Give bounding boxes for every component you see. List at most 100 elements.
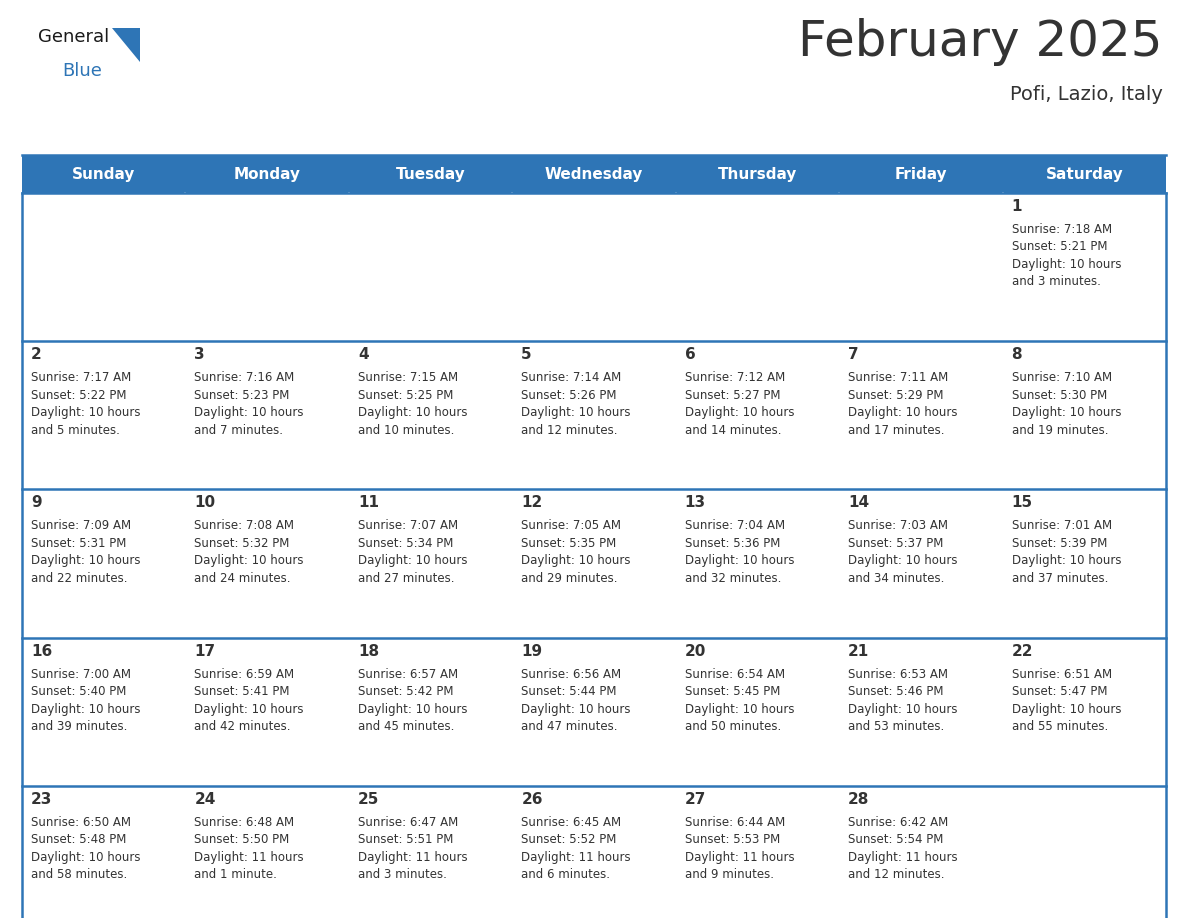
- Text: and 14 minutes.: and 14 minutes.: [684, 424, 782, 437]
- Bar: [676, 786, 839, 918]
- Text: Sunrise: 6:59 AM: Sunrise: 6:59 AM: [195, 667, 295, 680]
- Text: Daylight: 10 hours: Daylight: 10 hours: [195, 406, 304, 420]
- Text: Sunset: 5:34 PM: Sunset: 5:34 PM: [358, 537, 454, 550]
- Text: 3: 3: [195, 347, 206, 363]
- Text: Sunset: 5:53 PM: Sunset: 5:53 PM: [684, 834, 781, 846]
- Text: Sunrise: 7:17 AM: Sunrise: 7:17 AM: [31, 371, 131, 385]
- Text: and 17 minutes.: and 17 minutes.: [848, 424, 944, 437]
- Text: Sunset: 5:36 PM: Sunset: 5:36 PM: [684, 537, 781, 550]
- Text: 15: 15: [1011, 496, 1032, 510]
- Text: and 3 minutes.: and 3 minutes.: [358, 868, 447, 881]
- Text: Sunset: 5:50 PM: Sunset: 5:50 PM: [195, 834, 290, 846]
- Text: Sunrise: 7:05 AM: Sunrise: 7:05 AM: [522, 520, 621, 532]
- Text: Sunrise: 7:04 AM: Sunrise: 7:04 AM: [684, 520, 785, 532]
- Text: Sunset: 5:26 PM: Sunset: 5:26 PM: [522, 388, 617, 402]
- Text: Sunrise: 6:50 AM: Sunrise: 6:50 AM: [31, 816, 131, 829]
- Text: Sunset: 5:37 PM: Sunset: 5:37 PM: [848, 537, 943, 550]
- Text: Sunrise: 7:03 AM: Sunrise: 7:03 AM: [848, 520, 948, 532]
- Text: Daylight: 10 hours: Daylight: 10 hours: [1011, 702, 1121, 716]
- Text: 14: 14: [848, 496, 870, 510]
- Text: 7: 7: [848, 347, 859, 363]
- Text: and 12 minutes.: and 12 minutes.: [522, 424, 618, 437]
- Text: 5: 5: [522, 347, 532, 363]
- Bar: [185, 786, 349, 918]
- Bar: [839, 193, 1003, 341]
- Text: and 5 minutes.: and 5 minutes.: [31, 424, 120, 437]
- Text: Friday: Friday: [895, 166, 947, 182]
- Text: Sunset: 5:32 PM: Sunset: 5:32 PM: [195, 537, 290, 550]
- Text: 6: 6: [684, 347, 695, 363]
- Text: Daylight: 11 hours: Daylight: 11 hours: [848, 851, 958, 864]
- Text: Daylight: 11 hours: Daylight: 11 hours: [358, 851, 468, 864]
- Text: Daylight: 10 hours: Daylight: 10 hours: [358, 702, 467, 716]
- Text: Sunrise: 6:54 AM: Sunrise: 6:54 AM: [684, 667, 785, 680]
- Text: Sunset: 5:48 PM: Sunset: 5:48 PM: [31, 834, 126, 846]
- Text: and 37 minutes.: and 37 minutes.: [1011, 572, 1108, 585]
- Text: Daylight: 10 hours: Daylight: 10 hours: [848, 406, 958, 420]
- Text: and 7 minutes.: and 7 minutes.: [195, 424, 284, 437]
- Text: Daylight: 10 hours: Daylight: 10 hours: [31, 851, 140, 864]
- Bar: [349, 341, 512, 489]
- Text: and 53 minutes.: and 53 minutes.: [848, 720, 944, 733]
- Text: Daylight: 10 hours: Daylight: 10 hours: [848, 702, 958, 716]
- Text: Sunset: 5:27 PM: Sunset: 5:27 PM: [684, 388, 781, 402]
- Text: Daylight: 10 hours: Daylight: 10 hours: [684, 554, 795, 567]
- Text: and 39 minutes.: and 39 minutes.: [31, 720, 127, 733]
- Bar: [349, 489, 512, 638]
- Bar: [512, 155, 676, 193]
- Polygon shape: [112, 28, 140, 62]
- Bar: [676, 155, 839, 193]
- Bar: [349, 155, 512, 193]
- Bar: [512, 489, 676, 638]
- Text: Sunset: 5:39 PM: Sunset: 5:39 PM: [1011, 537, 1107, 550]
- Text: 28: 28: [848, 792, 870, 807]
- Text: Sunrise: 6:45 AM: Sunrise: 6:45 AM: [522, 816, 621, 829]
- Text: Sunset: 5:52 PM: Sunset: 5:52 PM: [522, 834, 617, 846]
- Text: Daylight: 10 hours: Daylight: 10 hours: [522, 702, 631, 716]
- Bar: [839, 638, 1003, 786]
- Text: Sunrise: 6:44 AM: Sunrise: 6:44 AM: [684, 816, 785, 829]
- Text: Daylight: 10 hours: Daylight: 10 hours: [31, 554, 140, 567]
- Text: Thursday: Thursday: [718, 166, 797, 182]
- Bar: [23, 786, 185, 918]
- Text: 4: 4: [358, 347, 368, 363]
- Bar: [23, 489, 185, 638]
- Text: 16: 16: [31, 644, 52, 658]
- Text: and 47 minutes.: and 47 minutes.: [522, 720, 618, 733]
- Text: 19: 19: [522, 644, 543, 658]
- Text: Daylight: 10 hours: Daylight: 10 hours: [684, 406, 795, 420]
- Bar: [349, 193, 512, 341]
- Text: Sunrise: 7:00 AM: Sunrise: 7:00 AM: [31, 667, 131, 680]
- Text: 10: 10: [195, 496, 215, 510]
- Text: 23: 23: [31, 792, 52, 807]
- Text: Sunday: Sunday: [72, 166, 135, 182]
- Text: 26: 26: [522, 792, 543, 807]
- Text: Sunrise: 7:15 AM: Sunrise: 7:15 AM: [358, 371, 459, 385]
- Text: Daylight: 10 hours: Daylight: 10 hours: [684, 702, 795, 716]
- Bar: [185, 193, 349, 341]
- Text: Daylight: 10 hours: Daylight: 10 hours: [522, 406, 631, 420]
- Text: Daylight: 10 hours: Daylight: 10 hours: [31, 702, 140, 716]
- Text: 21: 21: [848, 644, 870, 658]
- Text: Monday: Monday: [234, 166, 301, 182]
- Text: 13: 13: [684, 496, 706, 510]
- Bar: [1003, 155, 1165, 193]
- Text: and 3 minutes.: and 3 minutes.: [1011, 275, 1100, 288]
- Bar: [185, 638, 349, 786]
- Text: Sunset: 5:41 PM: Sunset: 5:41 PM: [195, 685, 290, 698]
- Bar: [1003, 489, 1165, 638]
- Text: Sunrise: 7:14 AM: Sunrise: 7:14 AM: [522, 371, 621, 385]
- Text: 2: 2: [31, 347, 42, 363]
- Text: and 45 minutes.: and 45 minutes.: [358, 720, 454, 733]
- Text: 22: 22: [1011, 644, 1034, 658]
- Text: Sunset: 5:23 PM: Sunset: 5:23 PM: [195, 388, 290, 402]
- Text: Daylight: 10 hours: Daylight: 10 hours: [358, 406, 467, 420]
- Text: and 6 minutes.: and 6 minutes.: [522, 868, 611, 881]
- Text: 17: 17: [195, 644, 215, 658]
- Bar: [1003, 341, 1165, 489]
- Text: Tuesday: Tuesday: [396, 166, 466, 182]
- Text: Sunrise: 6:42 AM: Sunrise: 6:42 AM: [848, 816, 948, 829]
- Text: Sunrise: 7:01 AM: Sunrise: 7:01 AM: [1011, 520, 1112, 532]
- Bar: [185, 155, 349, 193]
- Text: and 9 minutes.: and 9 minutes.: [684, 868, 773, 881]
